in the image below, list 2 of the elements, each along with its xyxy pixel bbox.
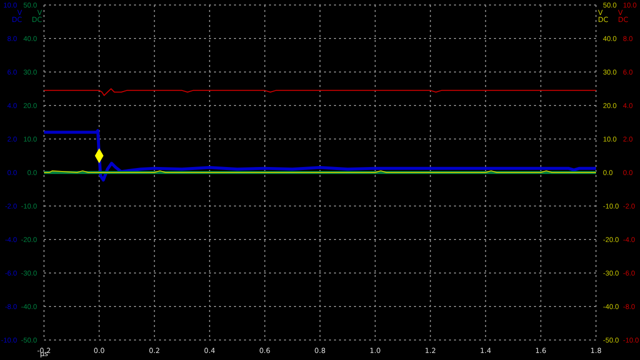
line-series	[44, 129, 596, 182]
line-series	[44, 88, 596, 96]
